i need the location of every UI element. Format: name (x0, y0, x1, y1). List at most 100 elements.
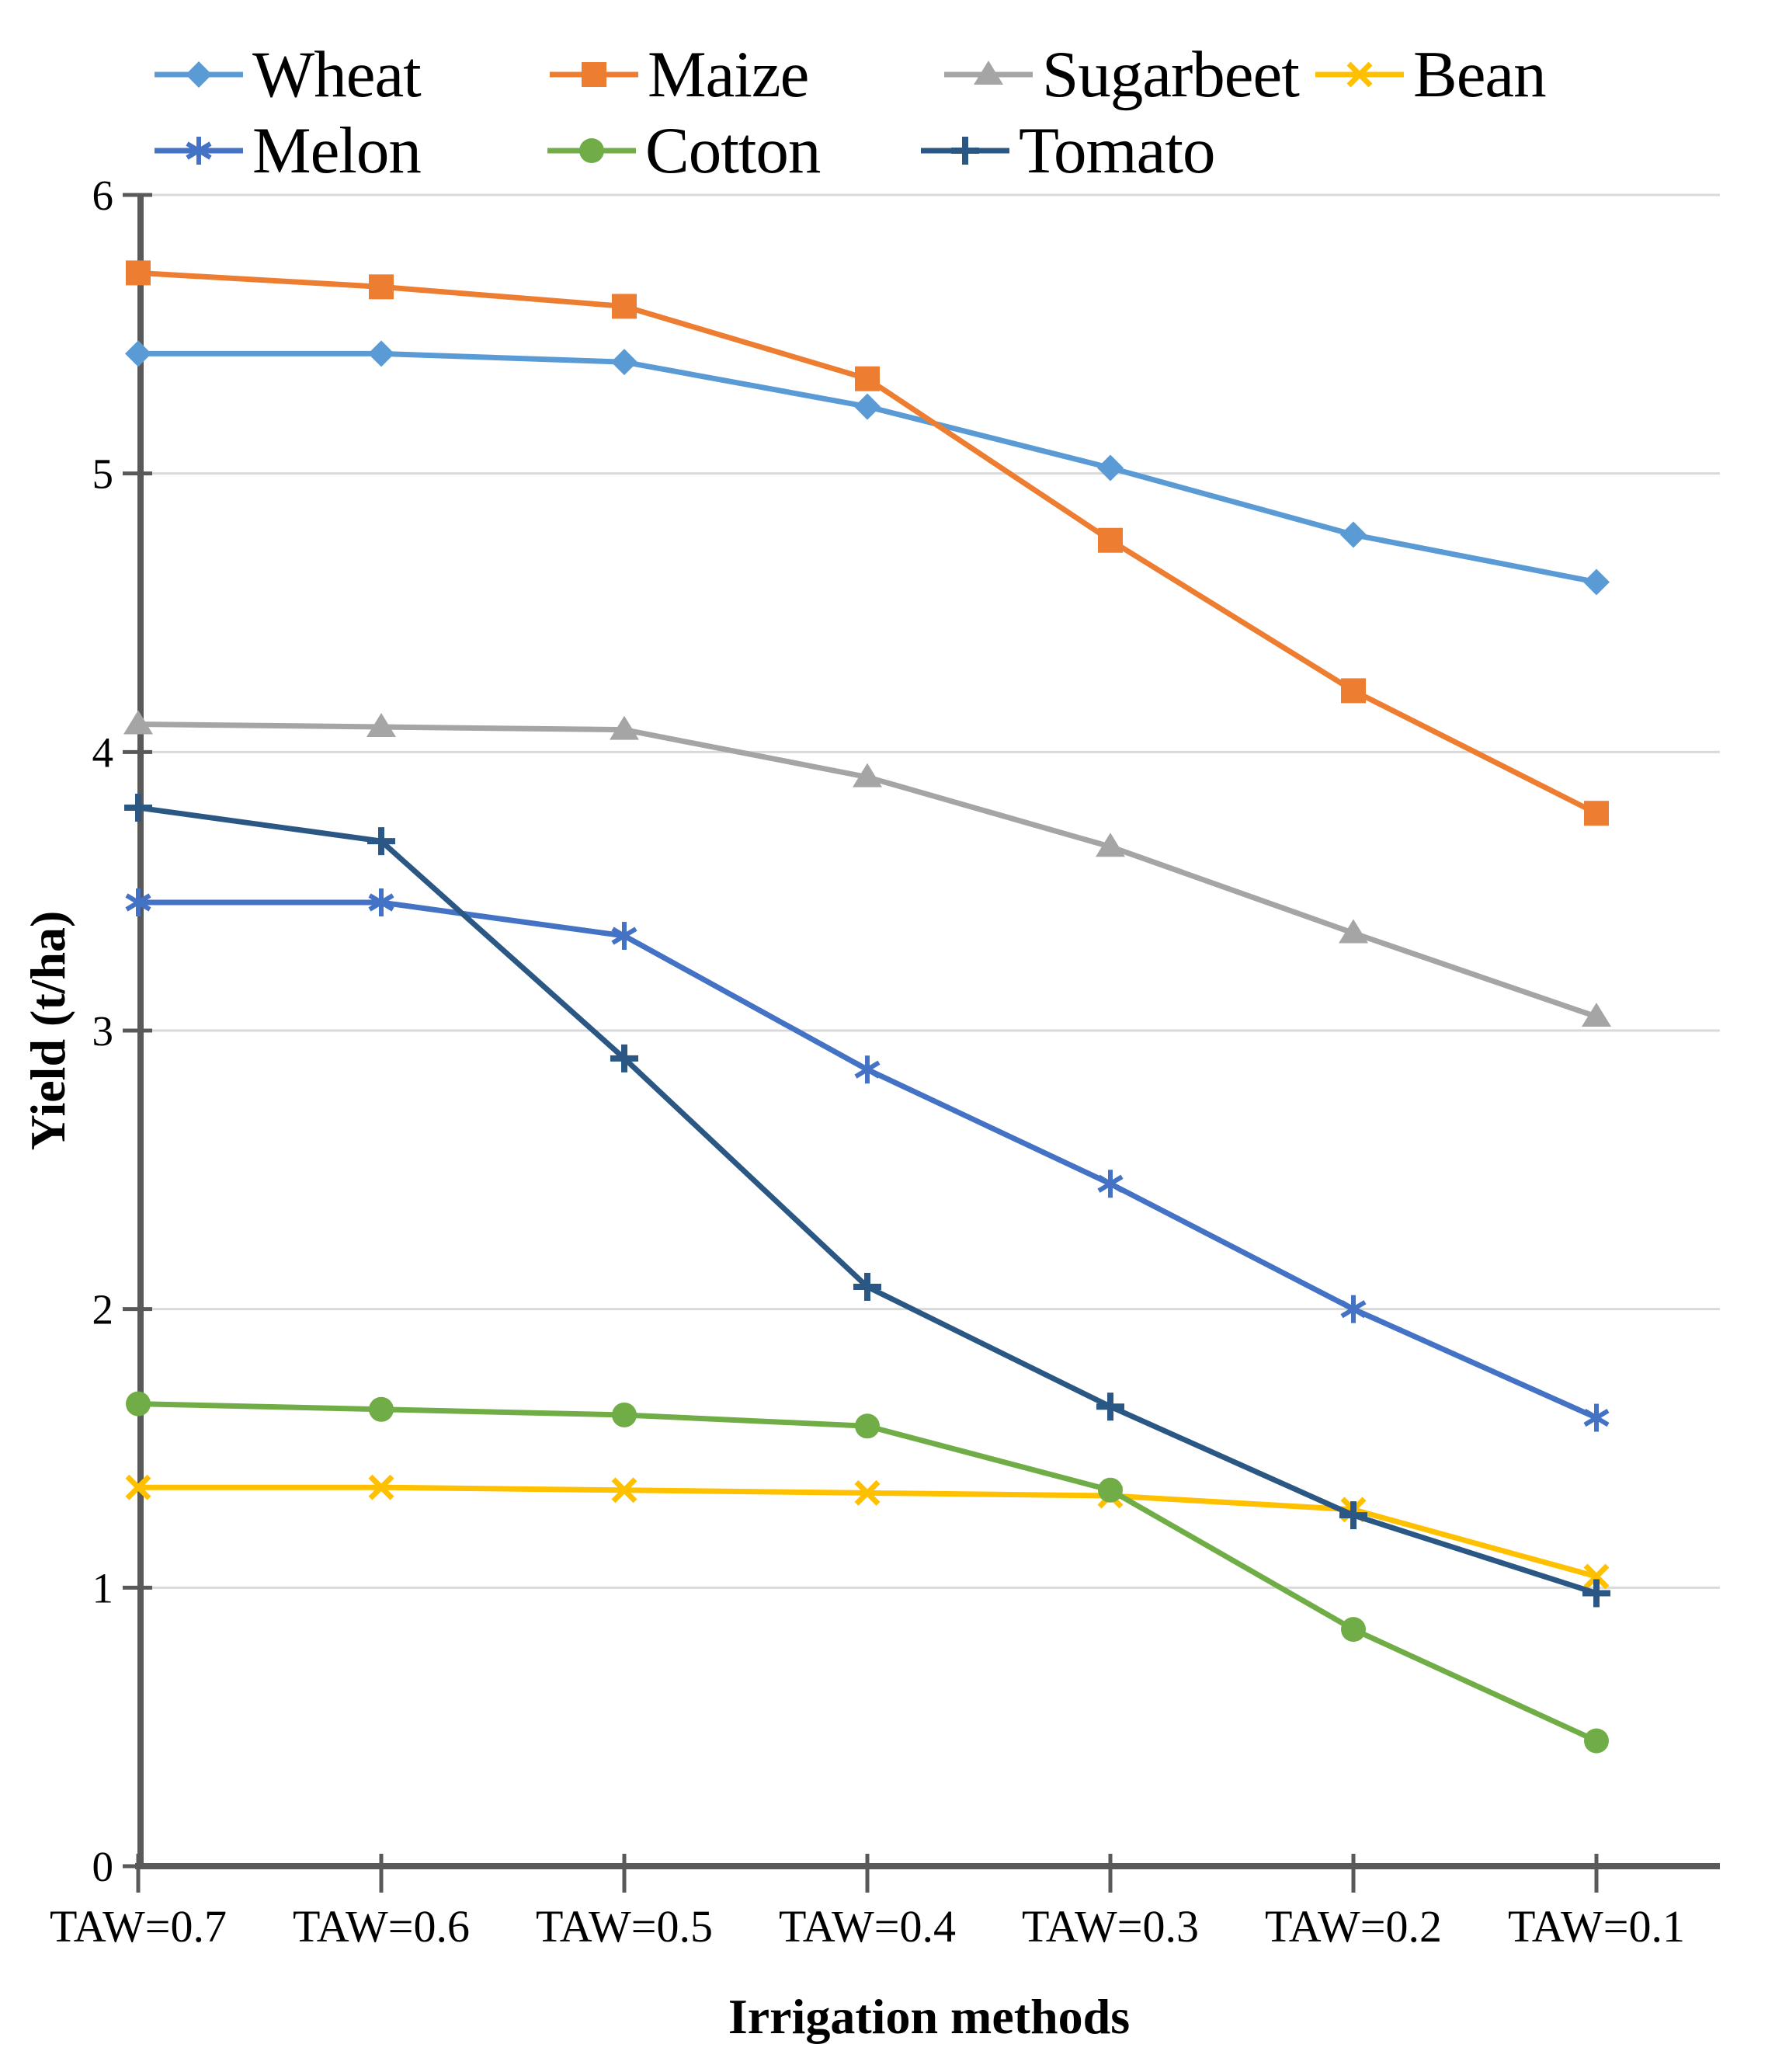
y-tick-label: 1 (92, 1564, 114, 1611)
legend-marker-diamond-icon (155, 61, 243, 88)
marker-plus-tomato (610, 1044, 638, 1073)
legend-item-sugarbeet: Sugarbeet (943, 38, 1300, 111)
legend-item-bean: Bean (1314, 38, 1547, 111)
legend-glyph-circle (579, 138, 604, 163)
legend-item-cotton: Cotton (546, 114, 821, 187)
series-markers-tomato (124, 794, 1610, 1608)
marker-x-bean (1583, 1563, 1610, 1590)
legend-glyph-asterisk (186, 137, 212, 165)
marker-square-maize (1341, 678, 1366, 704)
y-tick-label: 3 (92, 1007, 114, 1055)
x-category-label: TAW=0.6 (293, 1901, 470, 1952)
marker-circle-cotton (855, 1413, 880, 1439)
marker-triangle-sugarbeet (853, 763, 882, 787)
legend-label: Bean (1413, 38, 1547, 111)
marker-x-bean (854, 1479, 881, 1506)
legend-glyph-triangle (974, 61, 1003, 85)
marker-circle-cotton (612, 1402, 637, 1427)
legend-label: Maize (648, 38, 809, 111)
legend-label: Cotton (645, 114, 821, 187)
marker-plus-tomato (367, 827, 395, 856)
marker-triangle-sugarbeet (610, 715, 639, 740)
x-category-label: TAW=0.4 (779, 1901, 956, 1952)
marker-circle-cotton (126, 1391, 151, 1417)
marker-circle-cotton (369, 1396, 394, 1422)
marker-triangle-sugarbeet (1582, 1003, 1611, 1027)
legend-item-tomato: Tomato (919, 114, 1215, 187)
series-markers-bean (125, 1474, 1610, 1590)
series-line-cotton (137, 1401, 1598, 1743)
marker-asterisk-melon (854, 1055, 881, 1084)
marker-diamond-wheat (611, 349, 637, 376)
marker-diamond-wheat (854, 393, 881, 420)
marker-plus-tomato (1096, 1392, 1124, 1421)
series-markers-melon (125, 888, 1610, 1432)
marker-triangle-sugarbeet (1339, 919, 1368, 944)
legend-glyph-square (582, 62, 606, 87)
marker-square-maize (1584, 801, 1609, 826)
series-markers-sugarbeet (123, 710, 1611, 1027)
marker-square-maize (126, 260, 151, 286)
series-line-tomato (137, 805, 1598, 1596)
legend-marker-plus-icon (921, 137, 1009, 165)
marker-square-maize (855, 366, 880, 391)
marker-asterisk-melon (1340, 1295, 1367, 1323)
legend-item-wheat: Wheat (153, 38, 422, 111)
marker-diamond-wheat (1340, 521, 1367, 548)
series-markers-maize (126, 260, 1609, 826)
marker-circle-cotton (1098, 1477, 1123, 1503)
legend-label: Wheat (252, 38, 422, 111)
marker-asterisk-melon (125, 888, 151, 917)
y-tick-label: 0 (92, 1843, 114, 1890)
series-line-bean (138, 1484, 1597, 1580)
series-line-melon (138, 899, 1598, 1420)
marker-plus-tomato (1582, 1579, 1610, 1608)
y-tick-label: 4 (92, 728, 114, 776)
marker-asterisk-melon (1583, 1403, 1610, 1432)
legend-marker-square-icon (550, 62, 638, 87)
marker-asterisk-melon (1097, 1170, 1124, 1198)
marker-triangle-sugarbeet (1096, 833, 1125, 857)
legend-marker-asterisk-icon (155, 137, 243, 165)
marker-asterisk-melon (611, 922, 637, 951)
legend-glyph-diamond (186, 61, 212, 88)
marker-triangle-sugarbeet (123, 710, 153, 735)
marker-plus-tomato (124, 794, 152, 822)
legend-item-maize: Maize (548, 38, 809, 111)
series-markers-wheat (125, 340, 1610, 596)
legend-label: Tomato (1019, 114, 1215, 187)
x-category-label: TAW=0.2 (1265, 1901, 1442, 1952)
legend-label: Melon (252, 114, 422, 187)
legend-label: Sugarbeet (1042, 38, 1300, 111)
marker-square-maize (612, 294, 637, 319)
legend-glyph-x (1346, 61, 1373, 88)
marker-x-bean (368, 1474, 394, 1500)
marker-circle-cotton (1584, 1728, 1609, 1754)
marker-x-bean (611, 1477, 637, 1504)
marker-diamond-wheat (1097, 454, 1124, 481)
y-tick-label: 6 (92, 172, 114, 219)
marker-plus-tomato (853, 1272, 881, 1301)
series-markers-cotton (126, 1391, 1609, 1754)
marker-plus-tomato (1339, 1501, 1367, 1530)
y-tick-label: 2 (92, 1286, 114, 1333)
legend-glyph-plus (951, 137, 979, 165)
legend-marker-circle-icon (547, 138, 636, 163)
marker-x-bean (125, 1474, 151, 1500)
legend-item-melon: Melon (153, 114, 422, 187)
marker-square-maize (369, 274, 394, 300)
y-tick-label: 5 (92, 450, 114, 498)
marker-triangle-sugarbeet (366, 713, 396, 738)
x-category-label: TAW=0.3 (1022, 1901, 1199, 1952)
marker-square-maize (1098, 527, 1123, 553)
legend: Wheat Maize Sugarbeet Bean Melon Cotton Tomato (0, 0, 1789, 202)
x-category-label: TAW=0.5 (536, 1901, 713, 1952)
marker-diamond-wheat (1583, 568, 1610, 596)
marker-circle-cotton (1341, 1617, 1366, 1643)
x-category-label: TAW=0.7 (50, 1901, 227, 1952)
marker-asterisk-melon (368, 888, 394, 917)
legend-marker-triangle-icon (944, 61, 1033, 85)
legend-marker-x-icon (1315, 61, 1404, 88)
